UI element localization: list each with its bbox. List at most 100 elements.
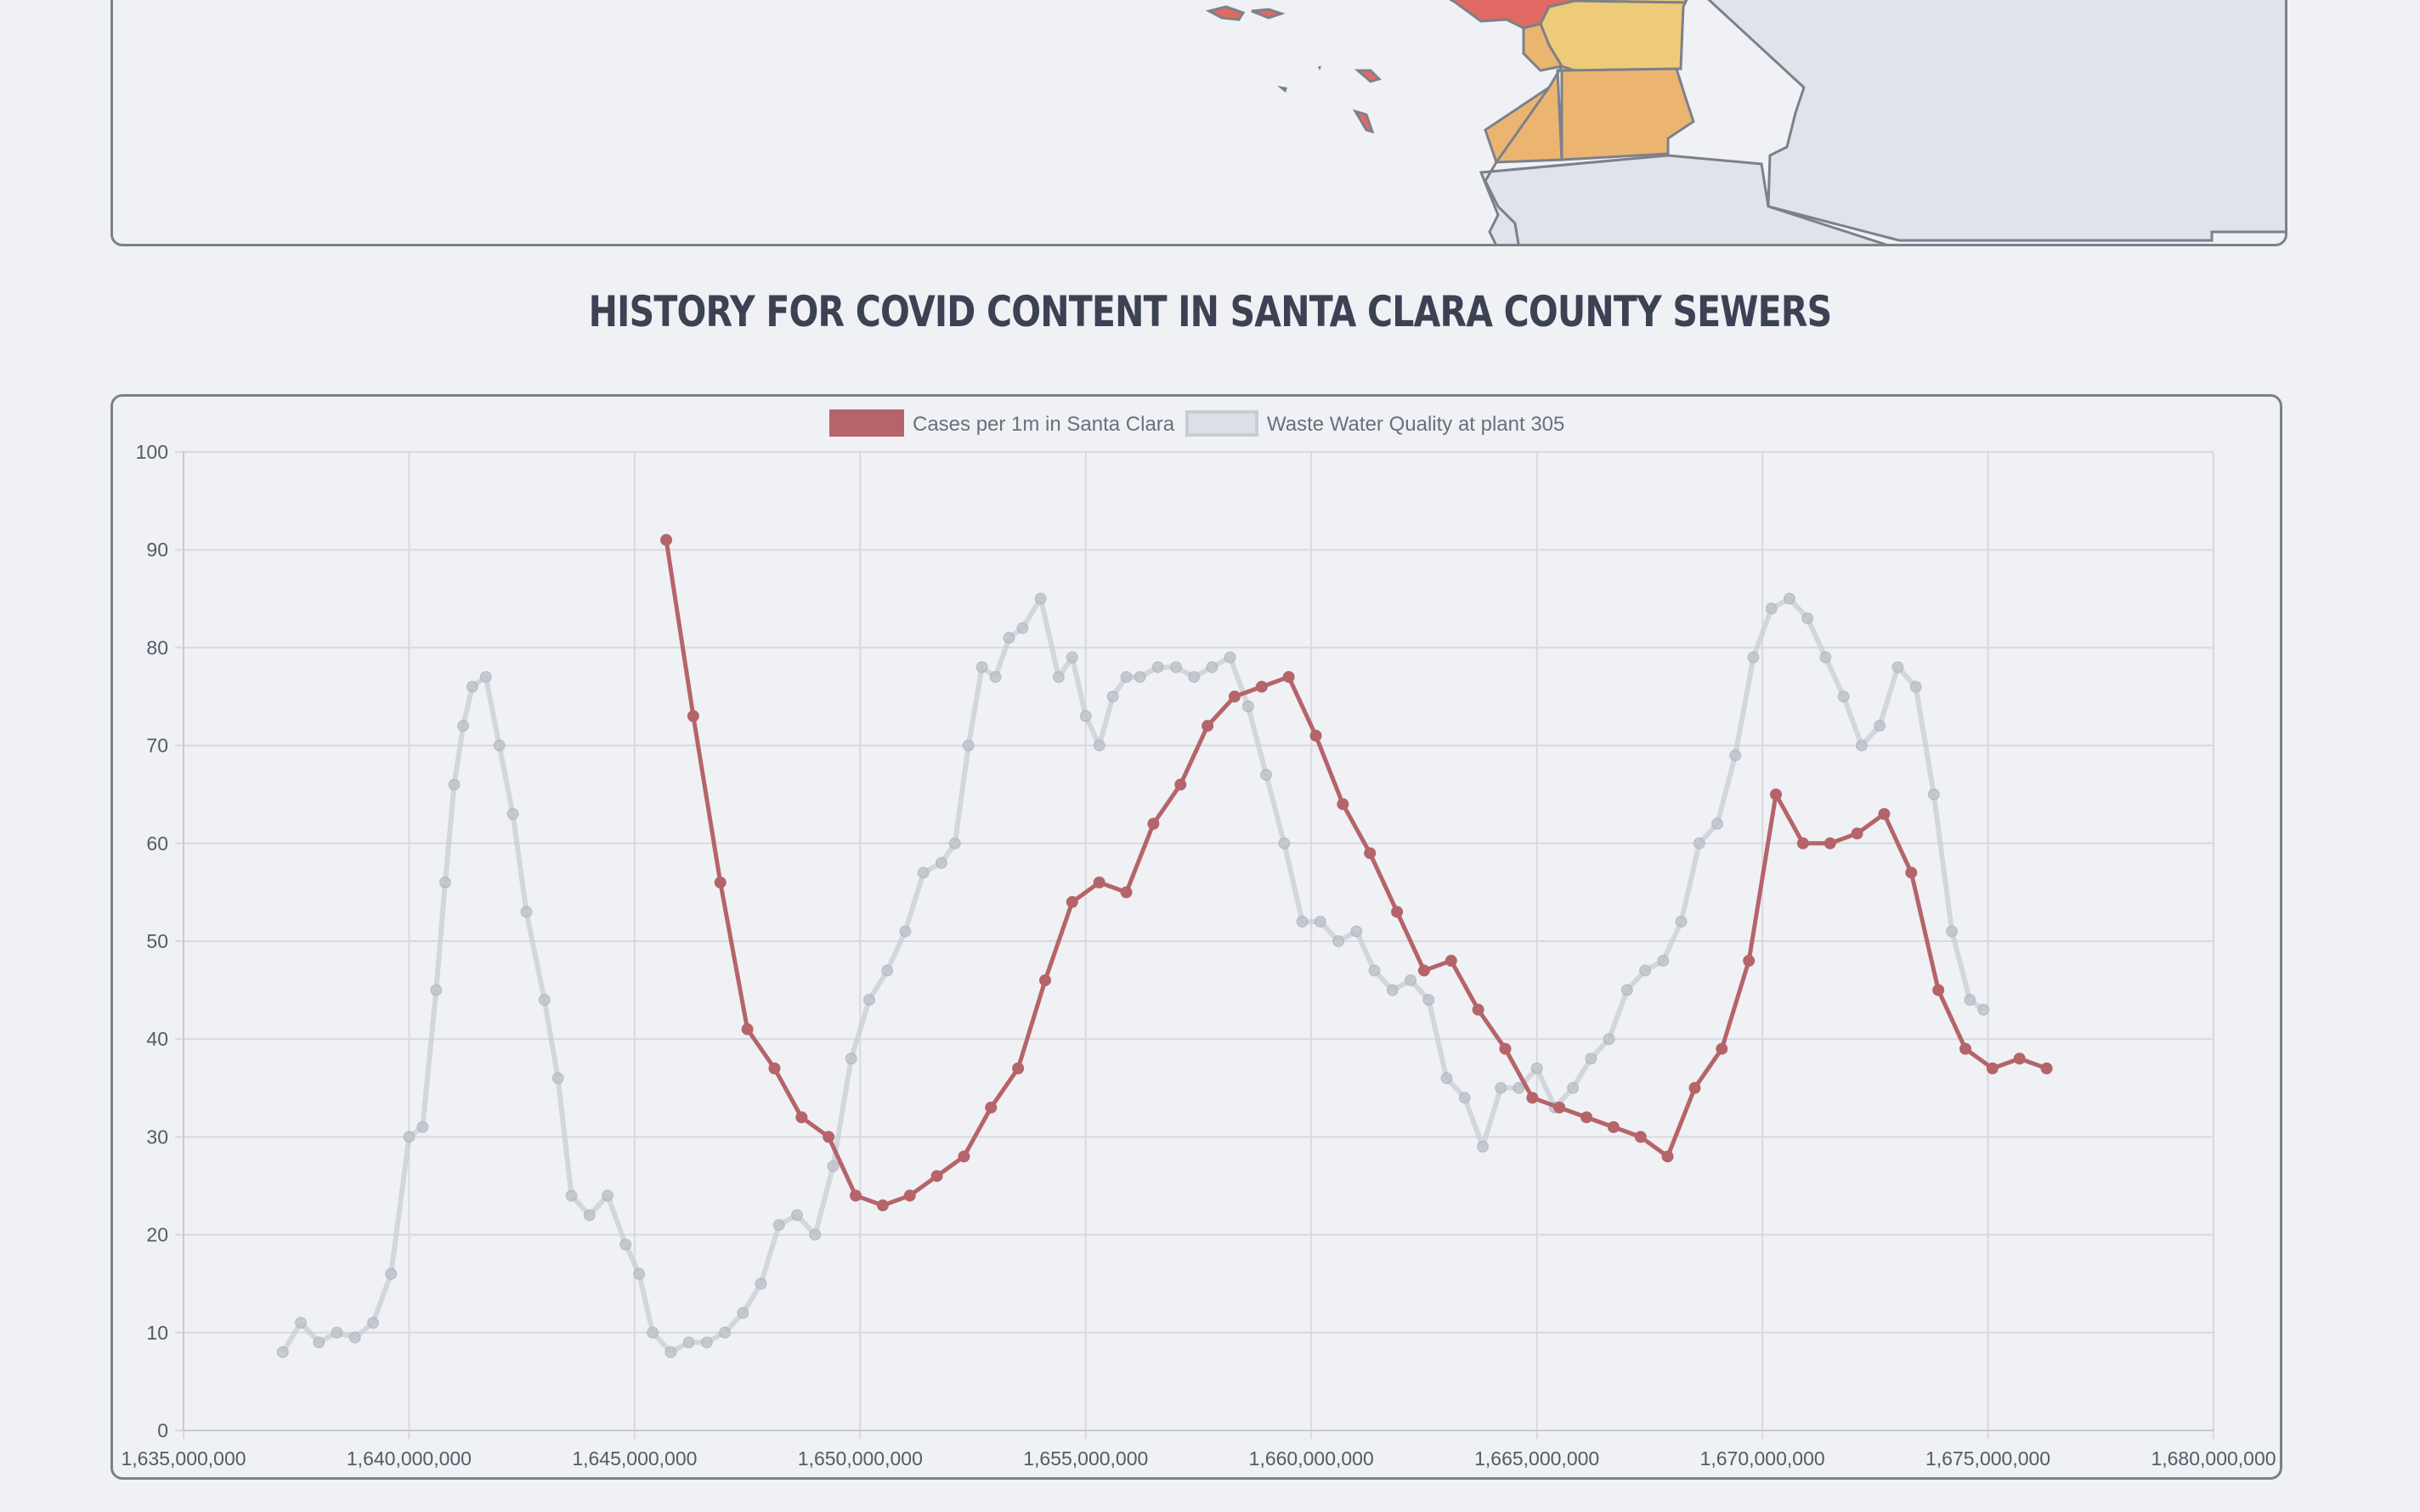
data-point-wastewater (1260, 769, 1273, 781)
map-card[interactable] (110, 0, 2287, 246)
map-island (1318, 66, 1321, 71)
map-county-riverside (1539, 0, 1688, 72)
y-tick-label: 100 (136, 441, 168, 463)
data-point-wastewater (862, 994, 875, 1007)
data-point-wastewater (1034, 592, 1047, 605)
y-tick-label: 90 (146, 539, 168, 561)
series-line-wastewater (280, 595, 1986, 1355)
data-point-cases (714, 876, 727, 889)
data-point-wastewater (403, 1131, 416, 1143)
chart-grid (175, 451, 2214, 1439)
data-point-cases (1472, 1003, 1484, 1016)
data-point-wastewater (1747, 651, 1760, 663)
data-point-cases (1688, 1081, 1701, 1094)
data-point-cases (1770, 788, 1783, 801)
data-point-wastewater (1241, 700, 1254, 713)
map-island (1352, 109, 1375, 134)
data-point-wastewater (917, 866, 930, 879)
y-tick-label: 30 (146, 1126, 168, 1148)
data-point-cases (768, 1062, 781, 1075)
data-point-wastewater (845, 1052, 857, 1065)
line-chart[interactable]: 0 10 20 30 40 50 60 70 80 90 100 1,635,000,000 1,640… (110, 394, 2282, 1480)
y-tick-label: 50 (146, 930, 168, 952)
data-point-wastewater (583, 1209, 596, 1221)
y-tick-label: 60 (146, 832, 168, 855)
data-point-wastewater (1458, 1092, 1471, 1104)
data-point-cases (1093, 876, 1105, 889)
data-point-wastewater (809, 1228, 822, 1241)
x-tick-label: 1,680,000,000 (2151, 1447, 2276, 1470)
data-point-wastewater (1016, 622, 1029, 635)
map-island (1251, 8, 1286, 20)
x-tick-label: 1,675,000,000 (1925, 1447, 2050, 1470)
data-point-cases (795, 1111, 808, 1124)
data-point-wastewater (1765, 602, 1778, 615)
data-point-cases (1959, 1042, 1972, 1055)
california-county-map[interactable] (113, 0, 2287, 246)
data-point-cases (741, 1023, 754, 1035)
data-point-cases (1526, 1092, 1539, 1104)
data-point-wastewater (899, 925, 912, 938)
data-point-wastewater (1003, 631, 1015, 644)
data-point-wastewater (682, 1336, 695, 1349)
data-point-wastewater (1151, 661, 1164, 674)
data-point-wastewater (385, 1267, 398, 1280)
data-point-wastewater (1224, 651, 1236, 663)
data-point-wastewater (975, 661, 988, 674)
data-point-wastewater (1855, 739, 1868, 752)
data-point-wastewater (1801, 612, 1814, 624)
data-point-cases (823, 1131, 835, 1143)
data-point-wastewater (538, 994, 551, 1007)
data-point-wastewater (1422, 994, 1435, 1007)
data-point-wastewater (430, 984, 443, 996)
data-point-cases (903, 1189, 916, 1202)
data-point-wastewater (948, 837, 961, 849)
data-point-cases (1066, 895, 1078, 908)
data-point-wastewater (1819, 651, 1832, 663)
data-point-wastewater (438, 876, 451, 889)
data-point-cases (1634, 1131, 1647, 1143)
data-point-cases (1309, 730, 1322, 742)
data-point-cases (1147, 817, 1160, 830)
x-tick-label: 1,650,000,000 (798, 1447, 923, 1470)
data-point-wastewater (962, 739, 975, 752)
data-point-cases (1851, 827, 1863, 840)
x-tick-label: 1,660,000,000 (1249, 1447, 1374, 1470)
data-point-cases (1012, 1062, 1025, 1075)
data-point-wastewater (1964, 994, 1976, 1007)
x-tick-label: 1,670,000,000 (1700, 1447, 1825, 1470)
data-point-cases (1716, 1042, 1728, 1055)
data-point-wastewater (989, 670, 1002, 683)
data-point-wastewater (1620, 984, 1633, 996)
data-point-wastewater (772, 1219, 785, 1232)
data-point-cases (1202, 719, 1214, 732)
data-point-wastewater (348, 1331, 361, 1344)
page-title: History for covid content in Santa Clara… (588, 287, 1832, 336)
chart-legend: Cases per 1m in Santa Clara Waste Water Q… (829, 409, 1564, 437)
data-point-cases (958, 1150, 970, 1163)
data-point-cases (930, 1170, 943, 1182)
data-point-wastewater (565, 1189, 578, 1202)
data-point-wastewater (1134, 670, 1146, 683)
data-point-wastewater (1495, 1081, 1507, 1094)
data-point-wastewater (506, 808, 519, 821)
data-point-cases (1255, 680, 1268, 693)
data-point-cases (1796, 837, 1809, 849)
data-point-wastewater (1386, 984, 1399, 996)
data-point-wastewater (633, 1267, 646, 1280)
data-point-cases (687, 710, 699, 723)
data-point-wastewater (1837, 691, 1850, 702)
data-point-wastewater (479, 670, 492, 683)
y-tick-label: 20 (146, 1224, 168, 1246)
map-coastline (1484, 87, 1551, 244)
data-point-wastewater (881, 964, 894, 977)
legend-swatch-cases (829, 409, 904, 437)
x-tick-label: 1,665,000,000 (1474, 1447, 1599, 1470)
data-point-wastewater (1079, 710, 1092, 723)
data-point-wastewater (276, 1346, 289, 1358)
data-point-cases (1499, 1042, 1512, 1055)
data-point-cases (2013, 1052, 2026, 1065)
data-point-cases (1445, 955, 1457, 968)
data-point-cases (1986, 1062, 1999, 1075)
data-point-wastewater (1188, 670, 1201, 683)
